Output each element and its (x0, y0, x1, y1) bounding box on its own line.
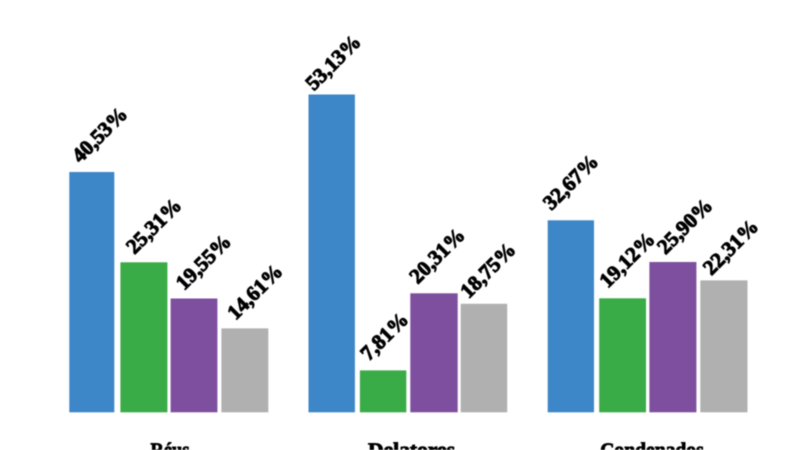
svg-text:Delatores: Delatores (368, 440, 455, 450)
svg-text:Condenados: Condenados (600, 440, 704, 450)
svg-text:Réus: Réus (151, 440, 190, 450)
